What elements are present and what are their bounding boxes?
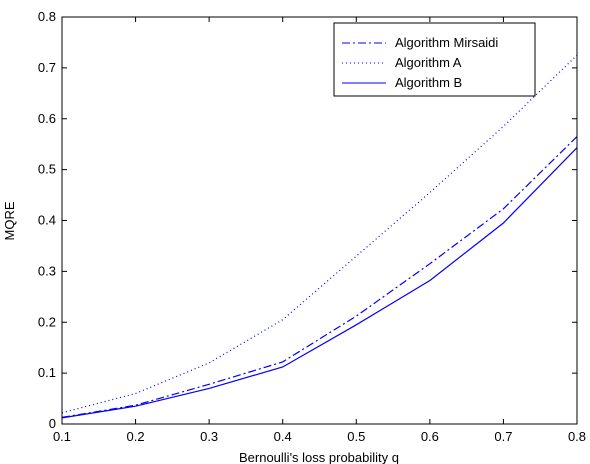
plot-frame <box>61 16 578 425</box>
legend-label-mirsaidi: Algorithm Mirsaidi <box>395 35 498 50</box>
lines-layer <box>61 54 578 419</box>
x-tick-label: 0.1 <box>53 429 71 444</box>
y-tick-label: 0.7 <box>38 60 56 75</box>
legend-box <box>333 22 536 97</box>
y-tick-label: 0 <box>49 416 56 431</box>
legend: Algorithm Mirsaidi Algorithm A Algorithm… <box>333 22 536 97</box>
x-tick-label: 0.7 <box>494 429 512 444</box>
legend-label-algorithm-a: Algorithm A <box>395 55 462 70</box>
x-tick-label: 0.3 <box>200 429 218 444</box>
legend-label-algorithm-b: Algorithm B <box>395 75 462 90</box>
x-tick-label: 0.5 <box>347 429 365 444</box>
x-tick-label: 0.4 <box>274 429 292 444</box>
x-tick-label: 0.2 <box>127 429 145 444</box>
x-tick-label: 0.6 <box>421 429 439 444</box>
y-tick-label: 0.3 <box>38 263 56 278</box>
y-axis-label: MQRE <box>2 201 17 240</box>
y-tick-label: 0.6 <box>38 111 56 126</box>
y-tick-label: 0.2 <box>38 314 56 329</box>
x-axis-label: Bernoulli's loss probability q <box>239 450 399 464</box>
y-tick-label: 0.8 <box>38 9 56 24</box>
ticks-layer: 0.1 0.2 0.3 0.4 0.5 0.6 0.7 0.800.10.20.30.40.5… <box>38 9 586 444</box>
series-line-algorithm-b <box>61 147 578 419</box>
y-tick-label: 0.4 <box>38 213 56 228</box>
y-tick-label: 0.1 <box>38 365 56 380</box>
x-tick-label: 0.8 <box>568 429 586 444</box>
series-line-algorithm-mirsaidi <box>61 136 578 418</box>
y-tick-label: 0.5 <box>38 162 56 177</box>
